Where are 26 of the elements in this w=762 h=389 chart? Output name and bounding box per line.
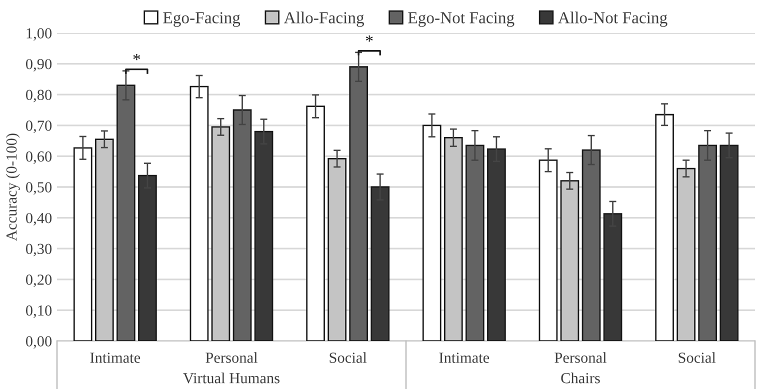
y-tick-label: 0,40 [26,212,52,226]
y-tick-label: 1,00 [26,28,52,41]
text: Chairs [561,372,600,384]
x-tick-label: Personal [206,352,258,363]
y-tick-label: 0,10 [26,305,52,318]
x-tick-label: Personal [554,352,606,363]
y-tick-label: 0,60 [26,151,52,164]
y-axis-title: Accuracy (0-100) [6,134,20,241]
text: Virtual Humans [183,372,280,384]
x-tick-label: Intimate [90,352,140,363]
annotation: * [133,54,140,60]
y-tick-label: 0,80 [26,90,52,102]
y-tick-label: 0,90 [26,58,52,72]
annotation: * [366,35,373,42]
y-tick-label: 0,70 [26,120,52,134]
y-tick-label: 0,50 [26,182,52,195]
y-tick-label: 0,00 [26,336,52,349]
legend-label: Ego-Facing [163,12,240,27]
legend-label: Allo-Not Facing [558,12,668,27]
x-tick-label: Social [678,352,716,363]
legend-label: Allo-Facing [284,12,364,27]
x-tick-label: Social [330,352,367,363]
y-tick-label: 0,30 [26,244,52,256]
legend-label: Ego-Not Facing [408,12,514,27]
x-tick-label: Intimate [439,352,490,363]
y-tick-label: 0,20 [26,274,52,288]
